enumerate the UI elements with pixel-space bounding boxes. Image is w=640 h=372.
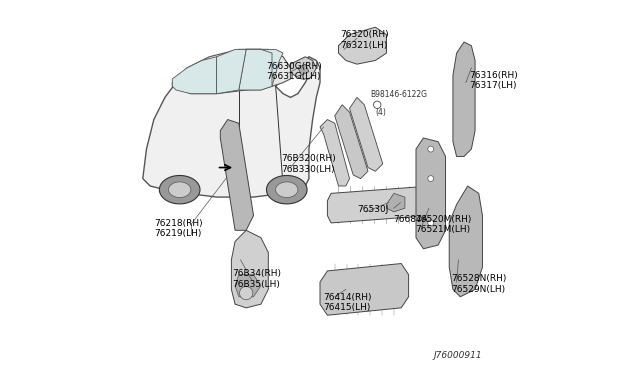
Polygon shape (453, 42, 475, 157)
Polygon shape (143, 49, 320, 197)
Polygon shape (266, 176, 307, 204)
Text: 76520M(RH)
76521M(LH): 76520M(RH) 76521M(LH) (415, 215, 471, 234)
Polygon shape (159, 176, 200, 204)
Circle shape (428, 146, 434, 152)
Text: 76528N(RH)
76529N(LH): 76528N(RH) 76529N(LH) (451, 274, 506, 294)
Text: 76320(RH)
76321(LH): 76320(RH) 76321(LH) (340, 31, 389, 50)
Text: 76630G(RH)
76631G(LH): 76630G(RH) 76631G(LH) (266, 62, 322, 81)
Polygon shape (172, 49, 291, 94)
Text: 76B320(RH)
76B330(LH): 76B320(RH) 76B330(LH) (281, 154, 336, 174)
Text: 76316(RH)
76317(LH): 76316(RH) 76317(LH) (470, 71, 518, 90)
Text: B98146-6122G: B98146-6122G (370, 90, 427, 99)
Text: 76218(RH)
76219(LH): 76218(RH) 76219(LH) (154, 219, 202, 238)
Polygon shape (339, 27, 387, 64)
Polygon shape (387, 193, 405, 212)
Polygon shape (320, 119, 349, 186)
Polygon shape (449, 186, 483, 297)
Polygon shape (298, 64, 309, 75)
Polygon shape (168, 182, 191, 198)
Circle shape (428, 176, 434, 182)
Polygon shape (276, 182, 298, 198)
Polygon shape (239, 49, 283, 90)
Polygon shape (220, 119, 253, 230)
Polygon shape (291, 57, 316, 79)
Polygon shape (232, 230, 268, 308)
Circle shape (239, 286, 253, 300)
Polygon shape (172, 57, 216, 94)
Polygon shape (216, 49, 246, 94)
Text: 76414(RH)
76415(LH): 76414(RH) 76415(LH) (324, 293, 372, 312)
Text: J76000911: J76000911 (434, 350, 483, 359)
Polygon shape (416, 138, 445, 249)
Text: 76684A: 76684A (393, 215, 428, 224)
Text: 76530J: 76530J (357, 205, 388, 215)
Polygon shape (349, 97, 383, 171)
Polygon shape (335, 105, 368, 179)
Polygon shape (239, 49, 272, 90)
Polygon shape (235, 275, 261, 297)
Circle shape (428, 220, 434, 226)
Text: (4): (4) (376, 109, 387, 118)
Polygon shape (328, 186, 438, 223)
Text: 76B34(RH)
76B35(LH): 76B34(RH) 76B35(LH) (232, 269, 281, 289)
Circle shape (374, 101, 381, 109)
Polygon shape (320, 263, 408, 315)
